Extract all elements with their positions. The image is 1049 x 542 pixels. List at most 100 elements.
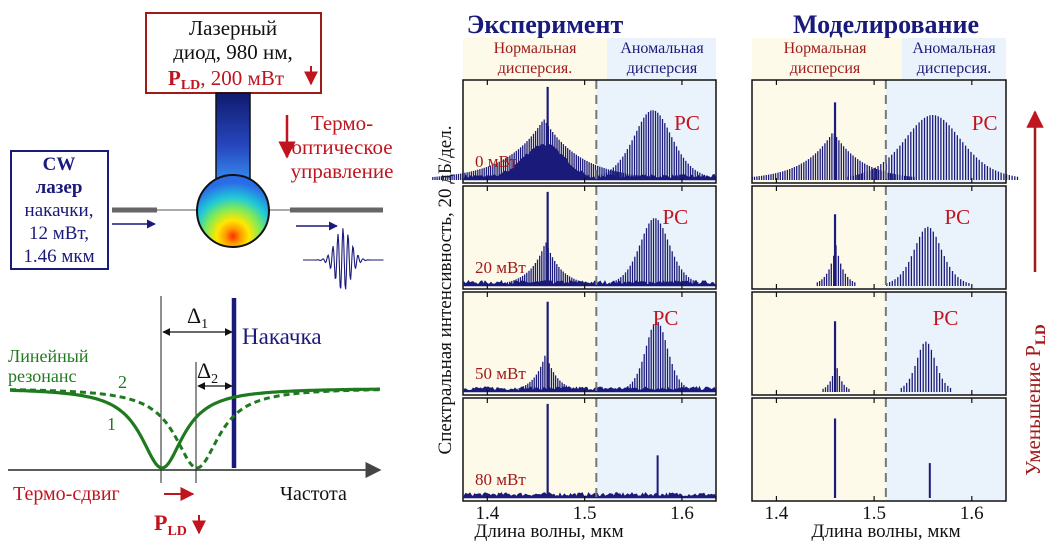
power-label: 50 мВт xyxy=(475,364,526,383)
laser-diode-power: PLD, 200 мВт xyxy=(168,66,284,93)
anomalous-dispersion-bg xyxy=(885,292,1006,395)
sim-anomalous-2: дисперсия. xyxy=(917,60,992,77)
sim-normal-header-bg xyxy=(752,38,902,80)
x-tick-label: 1.4 xyxy=(765,503,789,524)
sim-normal-1: Нормальная xyxy=(784,40,868,57)
laser-diode-line2: диод, 980 нм, xyxy=(173,40,293,64)
x-axis-label-experiment: Длина волны, мкм xyxy=(474,521,623,542)
x-tick-label: 1.5 xyxy=(862,503,886,524)
delta1-label: Δ1 xyxy=(187,303,208,332)
pld-sub: LD xyxy=(167,524,186,539)
power-label: 80 мВт xyxy=(475,470,526,489)
panel-frame xyxy=(462,397,717,502)
exp-panel-3: 50 мВт PC xyxy=(462,291,717,396)
exp-anomalous-header-bg xyxy=(607,38,716,80)
device-schematic: Лазерный диод, 980 нм, PLD, 200 мВт Терм… xyxy=(10,12,394,290)
panel-frame xyxy=(751,79,1007,184)
frequency-label: Частота xyxy=(280,483,347,505)
anomalous-dispersion-bg xyxy=(596,398,716,501)
power-sub: LD xyxy=(181,78,200,93)
normal-dispersion-bg xyxy=(752,292,886,395)
laser-diode-line1: Лазерный xyxy=(189,16,277,40)
delta1-sub: 1 xyxy=(201,317,208,332)
experiment-title: Эксперимент xyxy=(467,10,624,39)
soliton-label: PC xyxy=(662,205,688,229)
curve1-label: 1 xyxy=(107,414,116,434)
delta2-symbol: Δ xyxy=(197,358,211,383)
normal-dispersion-bg xyxy=(752,80,886,183)
power-label: 0 мВт xyxy=(475,152,518,171)
cw-line2: лазер xyxy=(36,177,83,198)
soliton-pulse-icon xyxy=(303,228,384,290)
power-value: , 200 мВт xyxy=(200,66,284,90)
normal-dispersion-bg xyxy=(463,398,597,501)
sim-anomalous-1: Аномальная xyxy=(912,40,996,57)
thermo-line2: оптическое xyxy=(291,135,392,159)
decrease-pld-text: Уменьшение P xyxy=(1021,345,1045,476)
sim-normal-2: дисперсия xyxy=(790,60,861,77)
x-tick-label: 1.5 xyxy=(573,503,597,524)
curve2-label: 2 xyxy=(118,372,127,392)
resonance-diagram: Δ1 Δ2 Накачка Линейный резонанс 2 1 Терм… xyxy=(8,296,382,539)
microsphere-resonator xyxy=(196,174,270,248)
normal-dispersion-bg xyxy=(752,186,886,289)
panel-frame xyxy=(751,291,1007,396)
power-label: 20 мВт xyxy=(475,258,526,277)
sim-panel-4 xyxy=(751,397,1007,502)
spectra-panels: 0 мВт PC 20 мВт PC 50 мВт PC 80 мВт 1.4 1.5 1.6 PC… xyxy=(432,79,1019,524)
anomalous-dispersion-bg xyxy=(885,398,1006,501)
sim-panel-2: PC xyxy=(751,185,1007,290)
pump-label: Накачка xyxy=(242,324,322,349)
exp-anomalous-2: дисперсия xyxy=(627,60,698,77)
anomalous-dispersion-bg xyxy=(885,186,1006,289)
y-axis-label: Спектральная интенсивность, 20 дБ/дел. xyxy=(435,126,456,455)
cw-line3: накачки, xyxy=(25,200,94,221)
decrease-pld-label: Уменьшение PLD xyxy=(1021,324,1049,476)
delta2-label: Δ2 xyxy=(197,358,218,387)
sim-panel-3: PC xyxy=(751,291,1007,396)
exp-normal-1: Нормальная xyxy=(494,40,578,57)
normal-dispersion-bg xyxy=(463,186,597,289)
soliton-label: PC xyxy=(933,306,959,330)
panel-frame xyxy=(751,397,1007,502)
delta1-symbol: Δ xyxy=(187,303,201,328)
linear-resonance-label-1: Линейный xyxy=(8,346,89,366)
sim-anomalous-header-bg xyxy=(902,38,1006,80)
panel-frame xyxy=(751,185,1007,290)
soliton-label: PC xyxy=(653,306,679,330)
normal-dispersion-bg xyxy=(463,292,597,395)
cw-line4: 12 мВт, xyxy=(29,223,89,244)
normal-dispersion-bg xyxy=(752,398,886,501)
thermo-line3: управление xyxy=(291,159,394,183)
exp-panel-1: 0 мВт PC xyxy=(432,79,717,184)
soliton-label: PC xyxy=(972,111,998,135)
exp-normal-header-bg xyxy=(463,38,607,80)
pld-label: PLD xyxy=(154,510,187,539)
power-symbol: P xyxy=(168,66,181,90)
thermo-line1: Термо- xyxy=(311,111,373,135)
x-tick-label: 1.6 xyxy=(670,503,694,524)
panel-frame xyxy=(462,291,717,396)
resonance-curve-1 xyxy=(10,387,380,470)
pld-symbol: P xyxy=(154,510,167,535)
simulation-title: Моделирование xyxy=(793,10,979,39)
panel-frame xyxy=(462,79,717,184)
exp-panel-2: 20 мВт PC xyxy=(462,185,717,290)
cw-line1: CW xyxy=(43,154,76,175)
thermo-shift-label: Термо-сдвиг xyxy=(13,483,120,505)
panel-frame xyxy=(462,185,717,290)
cw-laser-box xyxy=(10,150,109,270)
soliton-label: PC xyxy=(944,205,970,229)
linear-resonance-label-2: резонанс xyxy=(8,366,76,386)
exp-panel-4: 80 мВт xyxy=(462,397,717,502)
cw-line5: 1.46 мкм xyxy=(23,246,94,267)
decrease-pld-sub: LD xyxy=(1033,324,1049,345)
laser-diode-box xyxy=(145,12,322,94)
sim-panel-1: PC xyxy=(751,79,1019,184)
x-axis-label-simulation: Длина волны, мкм xyxy=(811,521,960,542)
soliton-label: PC xyxy=(674,111,700,135)
resonance-curve-2 xyxy=(9,388,380,470)
noise-floor xyxy=(463,491,717,499)
x-tick-label: 1.4 xyxy=(475,503,499,524)
